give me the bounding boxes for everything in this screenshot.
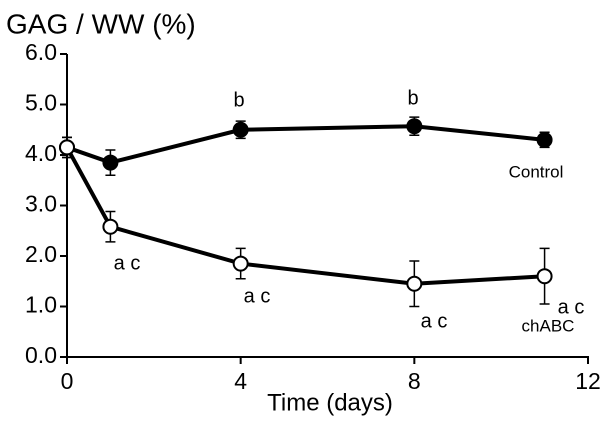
annotation: a c [421, 310, 448, 332]
chart-title: GAG / WW (%) [6, 8, 196, 39]
annotation: b [407, 87, 418, 109]
series-label: chABC [522, 316, 575, 335]
series-line [66, 124, 545, 165]
annotation: a c [114, 252, 141, 274]
marker [406, 118, 423, 135]
y-tick-label: 1.0 [25, 292, 57, 318]
marker [59, 139, 75, 156]
x-axis-label: Time (days) [267, 389, 393, 416]
y-tick-label: 4.0 [25, 140, 57, 166]
y-tick-label: 0.0 [25, 342, 57, 368]
annotation: b [233, 89, 244, 111]
marker [232, 121, 249, 138]
annotation: a c [244, 285, 271, 307]
marker [406, 275, 423, 292]
x-tick-label: 12 [575, 368, 601, 394]
marker [536, 131, 553, 148]
series-label: Control [509, 162, 564, 181]
marker [536, 268, 553, 285]
marker [232, 255, 249, 272]
y-tick-label: 3.0 [25, 191, 57, 217]
marker [102, 154, 119, 171]
y-tick-label: 2.0 [25, 241, 57, 267]
marker [102, 218, 119, 235]
x-tick-label: 8 [408, 368, 421, 394]
x-tick-label: 4 [234, 368, 247, 394]
y-tick-label: 5.0 [25, 90, 57, 116]
annotation: a c [558, 296, 585, 318]
x-tick-label: 0 [61, 368, 74, 394]
y-tick-label: 6.0 [25, 39, 57, 65]
